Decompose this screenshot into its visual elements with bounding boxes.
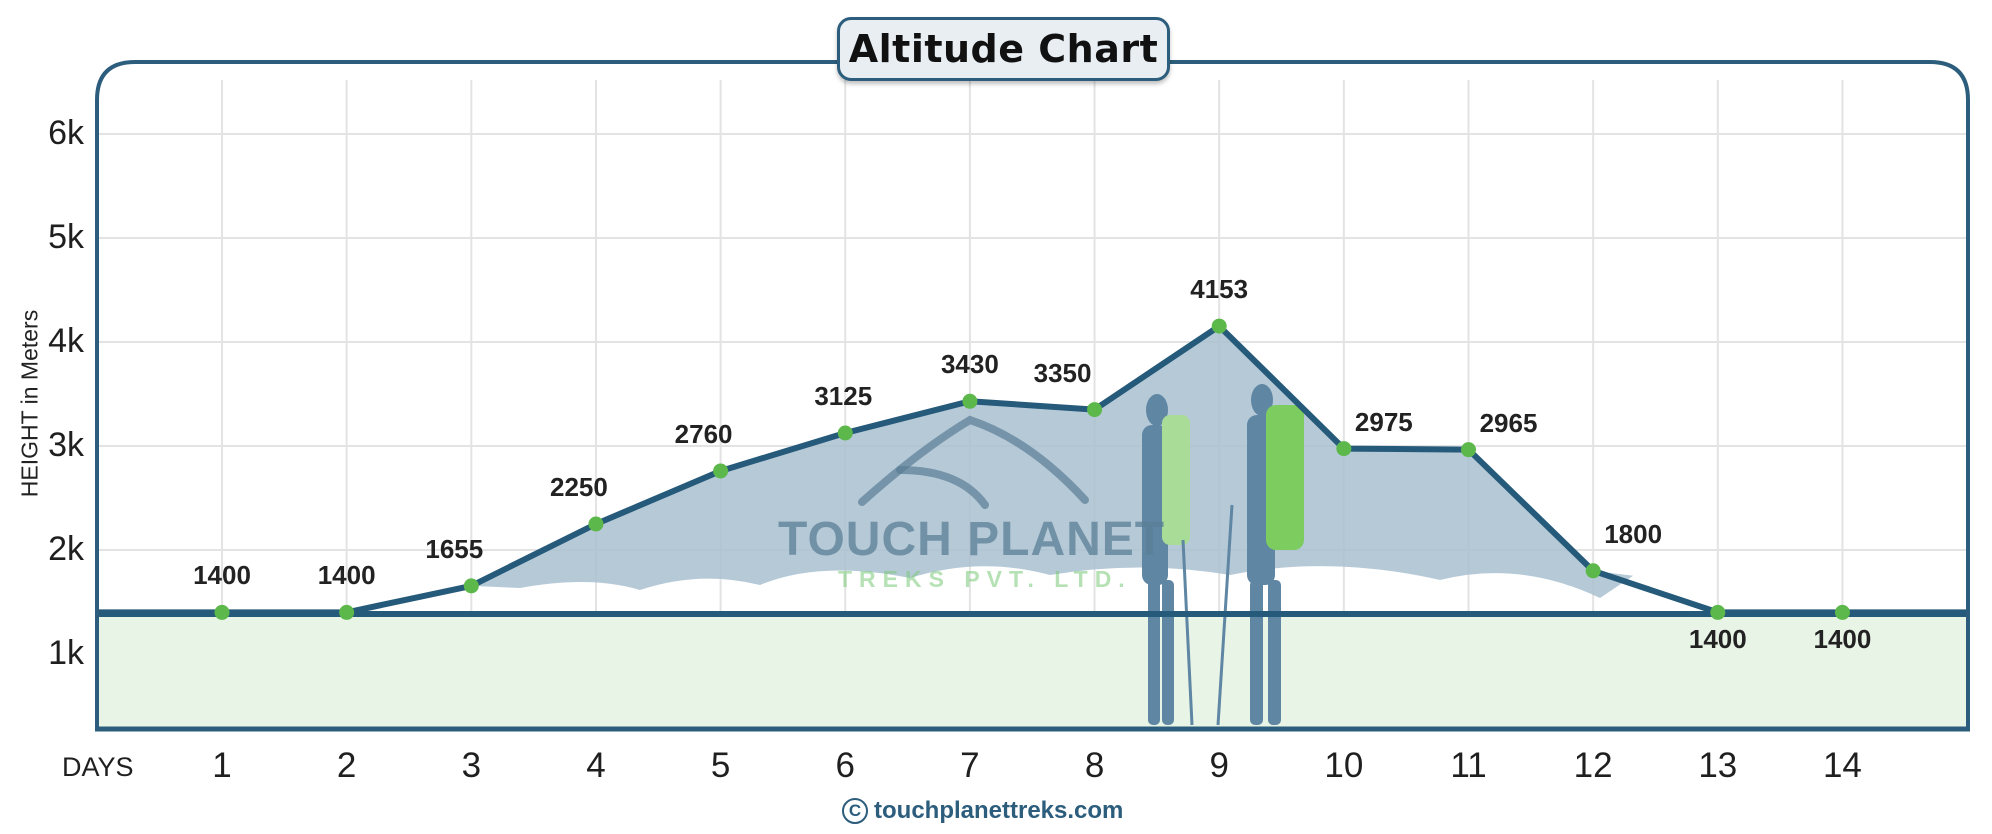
data-point [339,604,355,620]
data-point [962,393,978,409]
ground-area [97,614,1968,729]
data-label: 2250 [550,472,608,502]
data-label: 3350 [1033,357,1092,388]
x-tick-label: 1 [212,746,232,785]
x-tick-label: 10 [1324,746,1364,785]
footer-credit: C touchplanettreks.com [842,797,1123,825]
data-label: 2965 [1479,407,1538,438]
data-point [1461,442,1476,458]
data-point [588,516,604,532]
x-tick-label: 4 [586,746,606,785]
data-point [1336,441,1352,457]
x-tick-label: 2 [336,746,357,785]
data-label: 4153 [1190,274,1249,305]
data-label: 3430 [940,349,999,380]
x-tick-label: 3 [461,746,482,785]
data-label: 2760 [674,418,733,449]
data-point [1087,402,1103,418]
x-tick-label: 9 [1209,746,1229,785]
y-tick-label: 2k [48,530,84,568]
data-label: 1400 [193,560,251,591]
chart-title-box: Altitude Chart [837,17,1170,81]
y-tick-label: 5k [48,218,84,256]
data-label: 1400 [317,560,376,591]
y-tick-label: 4k [48,322,84,360]
y-tick-label: 1k [48,634,84,672]
logo-mountain-icon [858,415,1089,509]
y-tick-label: 6k [48,114,84,152]
x-axis-label: DAYS [62,752,134,782]
data-label: 3125 [814,381,873,411]
data-label: 1800 [1604,518,1663,549]
watermark-company: TOUCH PLANET [778,513,1166,566]
data-label: 1400 [1813,624,1872,655]
mountain-backdrop [471,326,1634,598]
x-tick-label: 7 [960,746,980,785]
data-point [214,604,230,620]
x-tick-label: 5 [710,746,731,785]
data-label: 1655 [425,533,484,564]
data-point [1585,563,1601,579]
copyright-icon: C [842,798,868,824]
data-point [1834,604,1850,620]
data-point [1211,318,1227,334]
y-tick-label: 3k [48,426,84,464]
chart-title: Altitude Chart [848,27,1159,71]
data-markers [214,318,1850,620]
altitude-line [97,323,1968,616]
data-point [837,425,853,441]
data-point [713,463,729,479]
footer-website: touchplanettreks.com [874,797,1124,824]
x-tick-label: 8 [1084,746,1105,785]
x-tick-label: 12 [1573,746,1613,785]
watermark-subtitle: TREKS PVT. LTD. [838,566,1132,592]
chart-frame [95,60,1970,731]
data-point [1710,604,1726,620]
data-point [463,578,479,594]
data-label: 1400 [1688,624,1747,655]
x-tick-label: 13 [1698,746,1738,785]
x-tick-label: 6 [835,746,855,785]
x-tick-label: 14 [1822,746,1862,785]
x-tick-label: 11 [1450,746,1487,785]
data-label: 2975 [1354,406,1413,437]
